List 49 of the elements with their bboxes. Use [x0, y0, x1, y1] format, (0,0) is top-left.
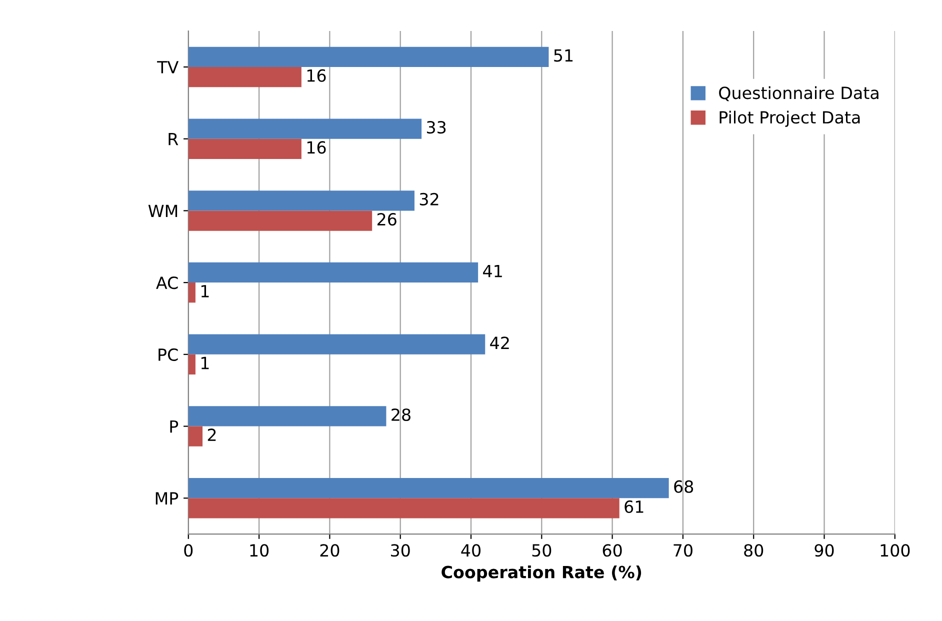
data-label: 26: [377, 212, 396, 226]
data-label: 2: [208, 428, 216, 441]
bar: [188, 190, 414, 211]
bar: [188, 138, 302, 159]
data-label: 68: [674, 480, 694, 493]
data-label: 42: [490, 336, 509, 349]
data-label: 28: [392, 408, 410, 422]
bar: [188, 426, 203, 446]
y-tick-label: MP: [156, 492, 178, 504]
bar: [188, 478, 669, 498]
y-tick-label: WM: [148, 204, 178, 218]
data-label: 1: [201, 285, 209, 298]
y-tick-label: TV: [157, 61, 179, 74]
x-tick-label: 60: [602, 544, 622, 557]
legend-label: Questionnaire Data: [719, 86, 878, 102]
data-label: 61: [624, 500, 644, 514]
data-label: 1: [201, 356, 209, 370]
bar: [188, 498, 620, 518]
x-tick-label: 90: [814, 544, 834, 557]
y-tick-label: AC: [156, 276, 178, 290]
data-label: 16: [307, 141, 326, 154]
x-tick-label: 10: [250, 544, 269, 557]
x-axis-title: Cooperation Rate (%): [442, 565, 642, 582]
y-tick-label: R: [168, 133, 178, 146]
x-tick-label: 40: [461, 544, 480, 557]
bar: [188, 334, 486, 354]
data-label: 16: [307, 69, 326, 82]
data-label: 32: [420, 192, 438, 206]
bar: [188, 46, 549, 67]
x-tick-label: 20: [320, 544, 340, 557]
x-tick-label: 100: [880, 544, 910, 557]
legend-label: Pilot Project Data: [720, 110, 860, 127]
x-tick-label: 30: [391, 544, 410, 557]
bar: [188, 262, 478, 283]
x-tick-label: 50: [532, 544, 552, 557]
x-tick-label: 0: [184, 544, 193, 557]
bar: [188, 354, 196, 375]
y-tick-label: P: [170, 420, 178, 433]
bar: [188, 406, 386, 426]
bar: [188, 118, 422, 139]
y-tick-label: PC: [158, 348, 178, 361]
data-label: 33: [426, 121, 446, 134]
bar: [188, 210, 372, 231]
x-tick-label: 80: [744, 544, 764, 557]
x-tick-label: 70: [674, 544, 692, 557]
bar: [188, 66, 302, 88]
bar: [188, 282, 196, 303]
data-label: 41: [483, 264, 502, 278]
data-label: 51: [554, 49, 573, 62]
